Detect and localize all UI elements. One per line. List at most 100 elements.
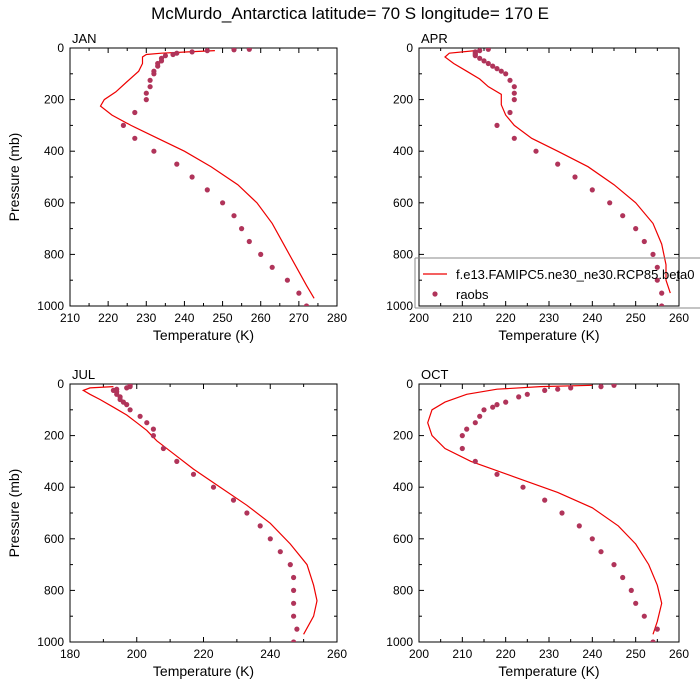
- x-tick-label: 260: [327, 647, 347, 661]
- raobs-point: [170, 51, 176, 58]
- panel-title: OCT: [421, 367, 449, 382]
- x-tick-label: 230: [539, 647, 559, 661]
- x-tick-label: 280: [327, 311, 347, 325]
- raobs-point: [284, 277, 290, 283]
- x-tick-label: 260: [669, 311, 689, 325]
- raobs-point: [490, 63, 496, 69]
- raobs-point: [472, 458, 478, 464]
- raobs-point: [230, 497, 237, 503]
- raobs-point: [132, 135, 138, 141]
- raobs-point: [287, 562, 293, 568]
- panel-oct: 200 210 220 230 240 250 260 0 200 400 600 800 1000 OC…: [386, 367, 689, 679]
- y-tick-label: 200: [393, 93, 413, 107]
- x-tick-label: 220: [98, 311, 118, 325]
- raobs-point: [481, 58, 487, 64]
- raobs-point: [239, 226, 245, 232]
- raobs-point: [628, 587, 634, 594]
- raobs-point: [144, 420, 150, 426]
- plot-frame: [69, 383, 338, 643]
- raobs-point: [650, 251, 656, 257]
- raobs-point: [174, 161, 180, 167]
- raobs-point: [481, 407, 487, 413]
- raobs-point: [244, 510, 250, 516]
- raobs-point: [291, 587, 297, 594]
- raobs-point: [147, 77, 153, 83]
- raobs-point: [654, 277, 660, 283]
- raobs-point: [620, 574, 626, 581]
- raobs-point: [607, 200, 613, 206]
- raobs-point: [220, 200, 226, 206]
- model-profile-line: [99, 50, 315, 299]
- raobs-point: [559, 510, 565, 516]
- raobs-point: [296, 290, 302, 296]
- raobs-point: [620, 213, 626, 219]
- raobs-point: [151, 71, 157, 77]
- panel-title: APR: [421, 31, 448, 46]
- raobs-point: [503, 399, 509, 405]
- raobs-point: [246, 238, 252, 245]
- raobs-point: [572, 174, 578, 180]
- raobs-point: [189, 49, 195, 55]
- raobs-point: [485, 48, 491, 52]
- y-tick-label: 0: [406, 377, 413, 391]
- plot-area: [99, 48, 315, 306]
- x-tick-label: 230: [539, 311, 559, 325]
- raobs-point: [598, 549, 604, 555]
- raobs-point: [459, 433, 465, 439]
- x-tick-label: 250: [626, 647, 646, 661]
- raobs-point: [132, 109, 138, 116]
- raobs-point: [659, 303, 665, 306]
- raobs-point: [542, 387, 548, 393]
- raobs-point: [520, 484, 526, 490]
- raobs-point: [151, 148, 157, 154]
- x-tick-label: 270: [289, 311, 309, 325]
- model-profile-line: [427, 384, 663, 635]
- raobs-point: [291, 613, 297, 619]
- raobs-point: [511, 97, 517, 103]
- raobs-point: [516, 394, 522, 400]
- raobs-point: [158, 58, 165, 64]
- raobs-point: [190, 471, 197, 477]
- raobs-point: [294, 626, 300, 632]
- raobs-point: [503, 71, 509, 77]
- raobs-point: [555, 161, 561, 167]
- raobs-point: [494, 471, 500, 477]
- raobs-point: [231, 48, 237, 53]
- raobs-point: [303, 303, 310, 306]
- legend-marker-swatch: [432, 291, 438, 297]
- raobs-point: [589, 536, 595, 542]
- raobs-point: [477, 55, 483, 61]
- x-axis-label: Temperature (K): [498, 663, 599, 679]
- raobs-point: [204, 48, 210, 54]
- raobs-point: [542, 497, 548, 503]
- raobs-point: [472, 420, 478, 426]
- x-tick-label: 210: [60, 311, 80, 325]
- x-tick-label: 210: [452, 647, 472, 661]
- raobs-point: [589, 187, 595, 193]
- x-tick-label: 250: [213, 311, 233, 325]
- plot-area: [427, 384, 663, 642]
- y-tick-label: 600: [44, 532, 64, 546]
- raobs-point: [494, 66, 500, 72]
- raobs-point: [459, 445, 465, 452]
- raobs-point: [258, 251, 264, 257]
- raobs-point: [162, 53, 168, 59]
- panel-jan: 210 220 230 240 250 260 270 280 0 200 400 600 800 100…: [6, 31, 347, 343]
- raobs-point: [490, 404, 496, 410]
- raobs-point: [555, 386, 561, 392]
- raobs-point: [659, 290, 665, 296]
- raobs-point: [210, 484, 217, 490]
- raobs-point: [174, 458, 180, 464]
- raobs-point: [246, 48, 252, 52]
- y-tick-label: 1000: [386, 299, 413, 313]
- x-tick-label: 220: [496, 311, 516, 325]
- y-tick-label: 0: [57, 41, 64, 55]
- panel-jul: 180 200 220 240 260 0 200 400 600 800 1000 JUL Tempe…: [6, 367, 347, 679]
- panel-apr: 200 210 220 230 240 250 260 0 200 400 600 800 1000 AP…: [386, 31, 689, 343]
- raobs-point: [511, 135, 517, 141]
- model-profile-line: [81, 386, 318, 635]
- x-axis-label: Temperature (K): [153, 663, 254, 679]
- raobs-point: [291, 639, 297, 642]
- y-tick-label: 200: [393, 429, 413, 443]
